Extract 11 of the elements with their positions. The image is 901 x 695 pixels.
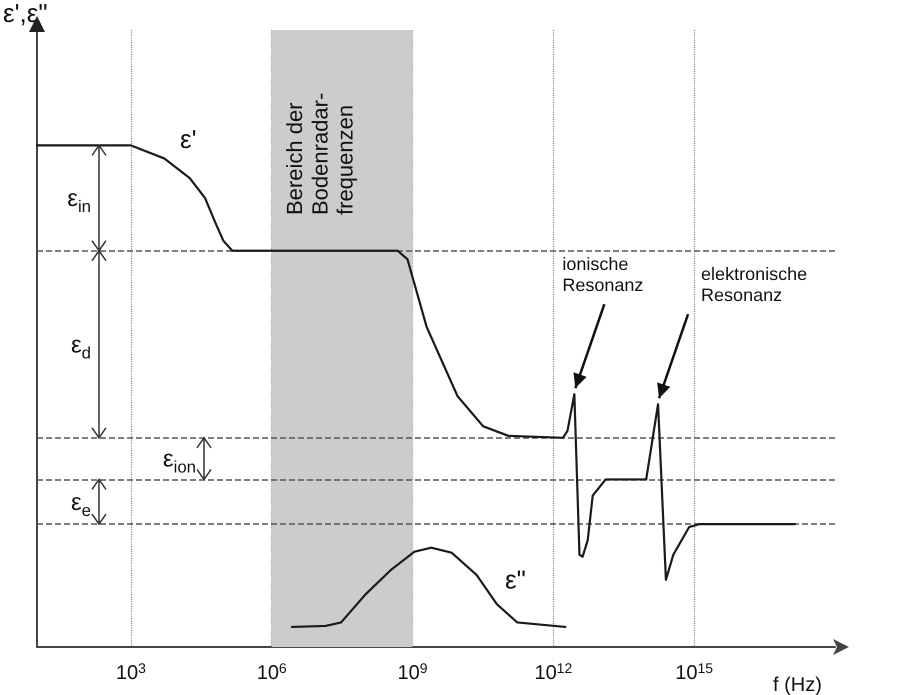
annotation: elektronische Resonanz [701,264,808,305]
annotation: ε$_{d}$ [70,331,91,362]
annotation: ε$_{in}$ [67,185,91,216]
band-label: Bereich der Bodenradar- frequenzen [282,92,358,215]
annotation: ε$_{ion}$ [162,446,196,477]
x-axis-title: f (Hz) [773,674,822,695]
annotation: ε$_{e}$ [70,488,91,520]
series-label: ε' [180,124,197,154]
series-label: ε" [504,564,526,594]
annotation: ionische Resonanz [562,254,644,295]
y-axis-title: ε',ε" [3,0,48,28]
